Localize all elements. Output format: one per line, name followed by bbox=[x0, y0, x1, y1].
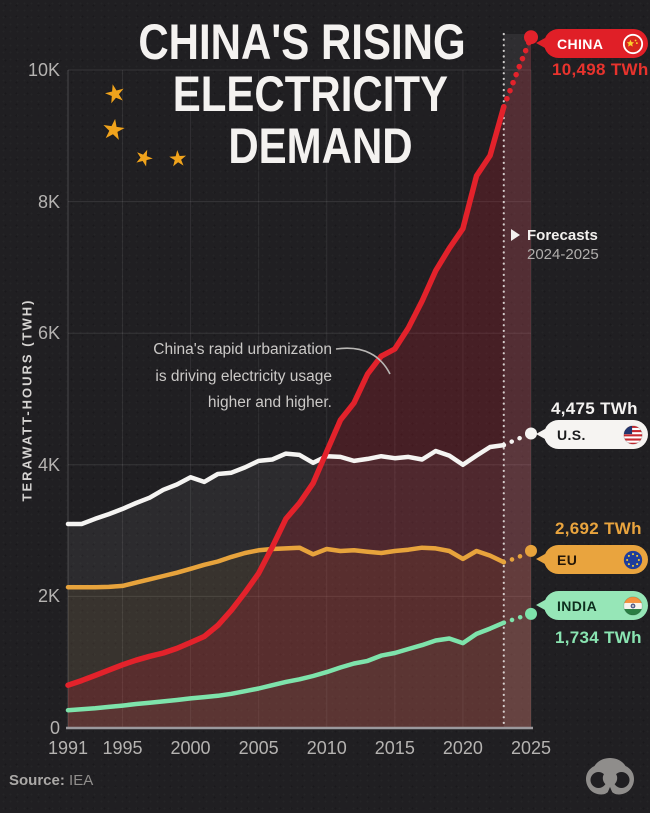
x-tick-label: 2015 bbox=[374, 738, 415, 758]
china-forecast-dots bbox=[501, 34, 534, 110]
china-star-icon: ★ bbox=[99, 112, 129, 147]
india-flag-icon bbox=[623, 595, 643, 616]
annotation-line-3: higher and higher. bbox=[207, 394, 332, 411]
source-value: IEA bbox=[69, 772, 94, 789]
source-note: Source: IEA bbox=[9, 772, 93, 789]
india-value: 1,734 TWh bbox=[555, 628, 642, 647]
india-line bbox=[65, 620, 507, 713]
annotation-line-2: is driving electricity usage bbox=[155, 367, 332, 385]
us-label-pill: U.S. bbox=[536, 420, 648, 449]
china-value: 10,498 TWh bbox=[552, 60, 649, 79]
us-flag-icon bbox=[623, 424, 643, 445]
y-axis-title: TERAWATT-HOURS (TWH) bbox=[19, 298, 35, 502]
chart-annotation: China's rapid urbanization is driving el… bbox=[126, 337, 332, 417]
y-tick-label: 8K bbox=[37, 191, 60, 212]
forecast-note-range: 2024-2025 bbox=[527, 246, 599, 263]
x-tick-label: 2005 bbox=[238, 738, 279, 758]
forecast-note-title: Forecasts bbox=[527, 227, 598, 244]
china-star-icon: ★ bbox=[167, 145, 189, 172]
y-tick-label: 0 bbox=[49, 718, 60, 738]
annotation-line-1: China's rapid urbanization bbox=[153, 341, 332, 358]
x-tick-label: 2020 bbox=[442, 738, 483, 758]
y-tick-label: 6K bbox=[37, 323, 60, 344]
india-label-pill: INDIA bbox=[536, 591, 648, 620]
china-flag-icon bbox=[622, 33, 644, 54]
y-tick-label: 2K bbox=[37, 586, 60, 607]
india-end-dot bbox=[525, 607, 537, 620]
eu-flag-icon bbox=[623, 550, 643, 569]
us-line bbox=[65, 442, 507, 527]
eu-value: 2,692 TWh bbox=[555, 519, 642, 538]
y-tick-label: 10K bbox=[27, 60, 60, 80]
forecast-band bbox=[503, 34, 531, 728]
eu-label: EU bbox=[557, 551, 578, 568]
china-area-fill bbox=[68, 37, 531, 728]
china-label-pill: CHINA bbox=[536, 29, 648, 58]
page-title: CHINA'S RISING ELECTRICITY DEMAND bbox=[117, 16, 487, 172]
source-label: Source: bbox=[9, 772, 65, 789]
eu-end-dot bbox=[525, 544, 537, 557]
y-tick-label: 4K bbox=[37, 454, 60, 475]
forecast-note: Forecasts 2024-2025 bbox=[511, 226, 599, 265]
us-value: 4,475 TWh bbox=[551, 399, 638, 418]
eu-label-pill: EU bbox=[536, 545, 648, 574]
title-line-2: ELECTRICITY bbox=[172, 66, 449, 122]
title-line-1: CHINA'S RISING bbox=[138, 14, 466, 70]
x-tick-label: 1995 bbox=[102, 738, 143, 758]
china-end-dot bbox=[524, 30, 538, 45]
india-label: INDIA bbox=[557, 597, 598, 614]
us-area-fill bbox=[68, 433, 531, 728]
title-line-3: DEMAND bbox=[228, 118, 413, 174]
eu-line bbox=[65, 545, 507, 590]
eu-area-fill bbox=[68, 547, 531, 728]
voronoi-logo-icon bbox=[586, 758, 634, 795]
china-label: CHINA bbox=[557, 35, 604, 52]
forecast-arrow-icon bbox=[511, 229, 520, 241]
us-label: U.S. bbox=[557, 426, 586, 443]
x-tick-label: 1991 bbox=[47, 738, 89, 758]
china-line bbox=[65, 104, 507, 688]
x-tick-label: 2010 bbox=[306, 738, 347, 758]
x-tick-label: 2025 bbox=[510, 738, 552, 758]
us-end-dot bbox=[525, 427, 537, 440]
x-tick-label: 2000 bbox=[170, 738, 211, 758]
